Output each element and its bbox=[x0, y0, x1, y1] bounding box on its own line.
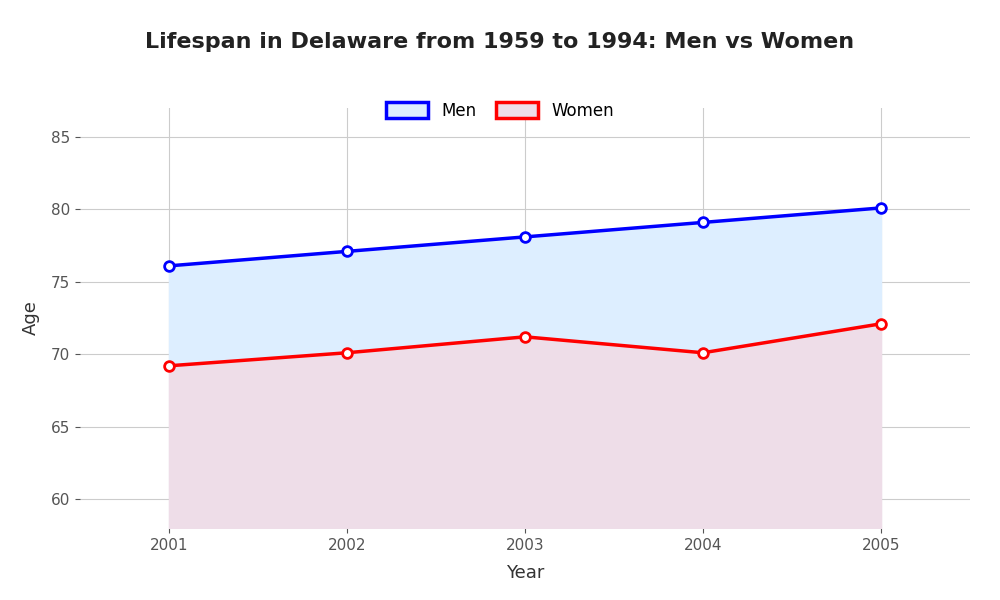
X-axis label: Year: Year bbox=[506, 564, 544, 582]
Y-axis label: Age: Age bbox=[22, 301, 40, 335]
Text: Lifespan in Delaware from 1959 to 1994: Men vs Women: Lifespan in Delaware from 1959 to 1994: … bbox=[145, 32, 855, 52]
Legend: Men, Women: Men, Women bbox=[379, 95, 621, 127]
